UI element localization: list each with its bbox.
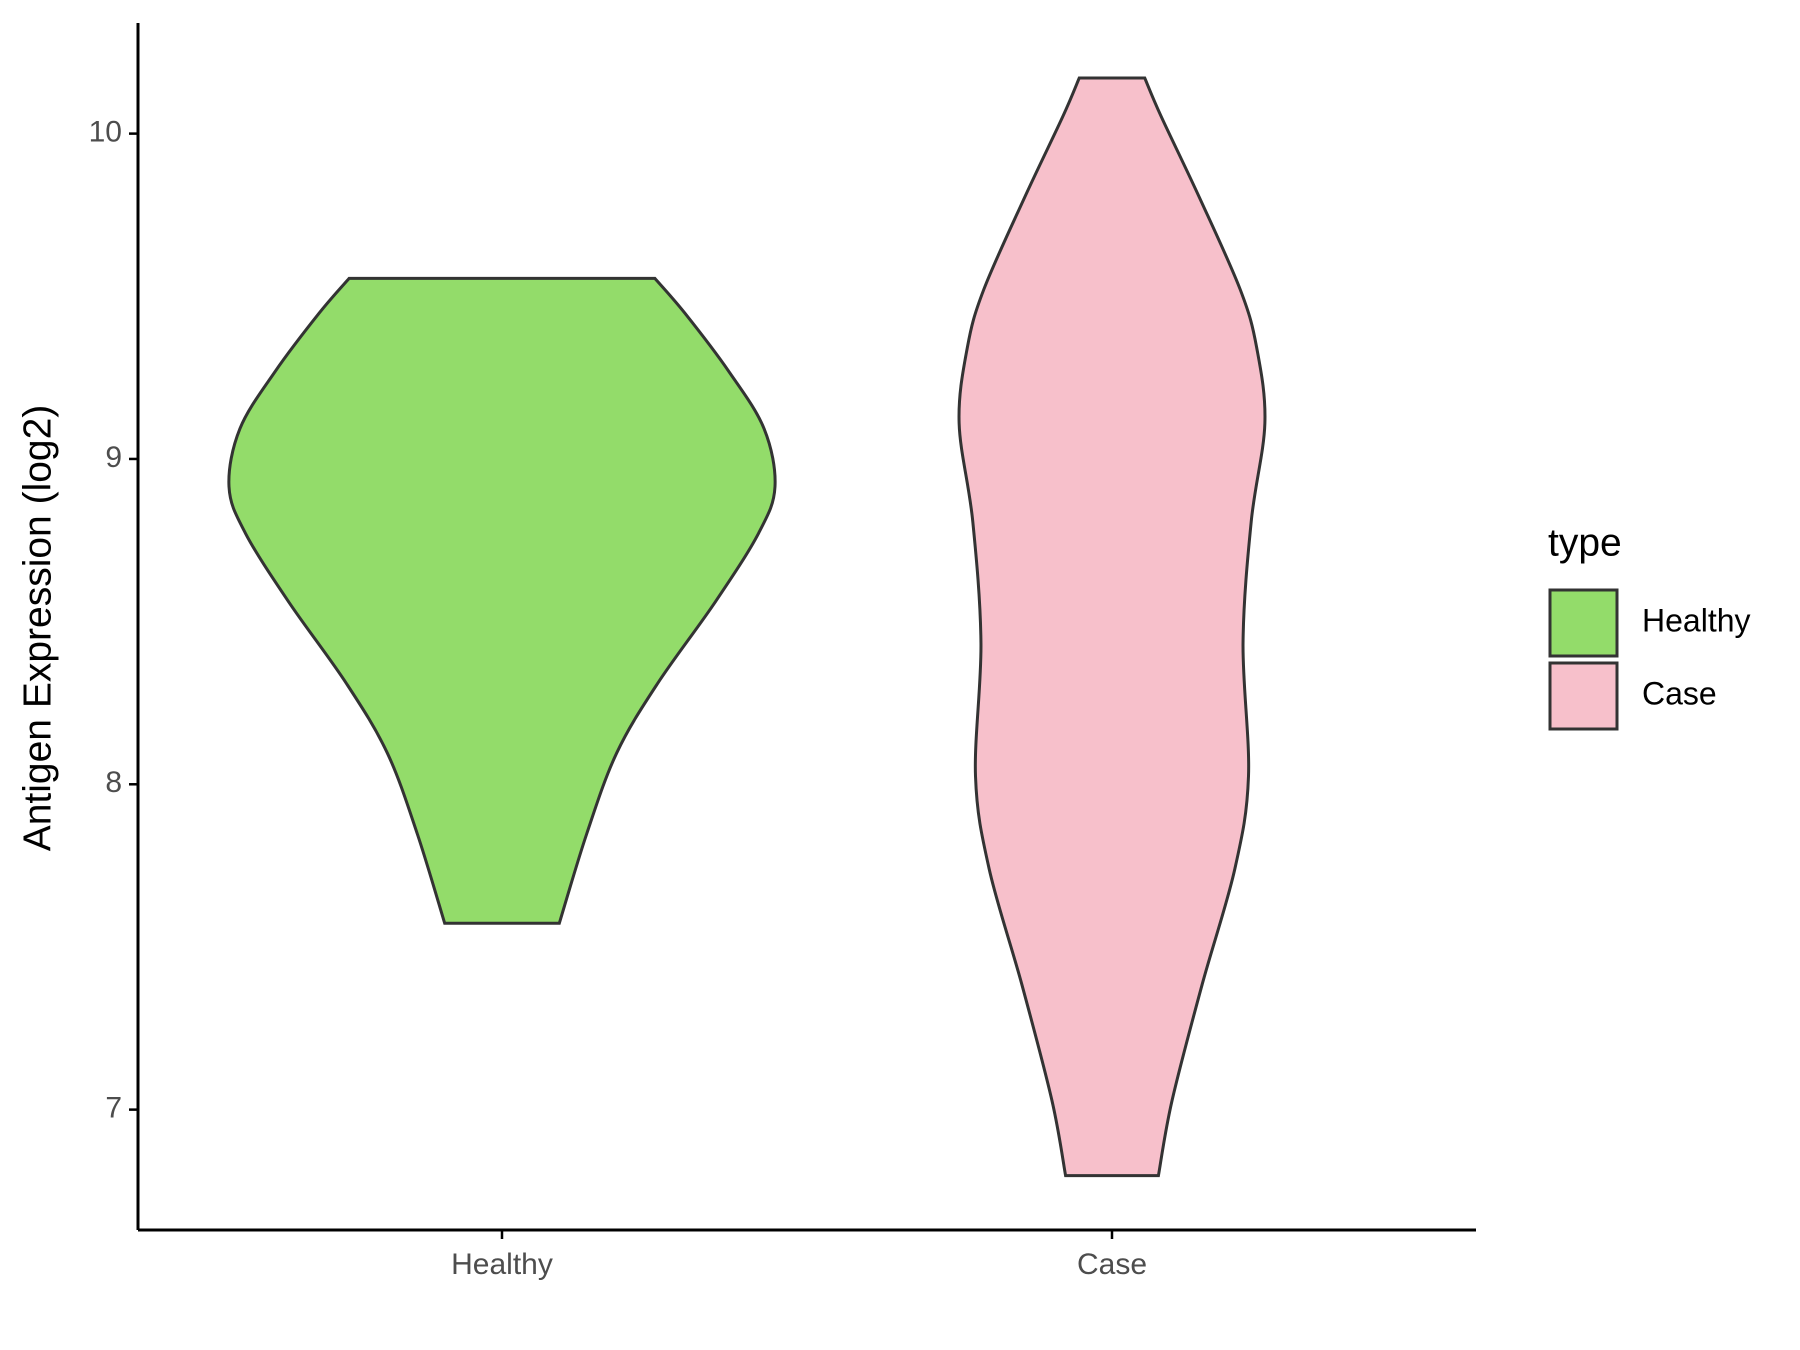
- y-tick-label: 10: [89, 116, 122, 149]
- y-axis-title: Antigen Expression (log2): [16, 405, 59, 852]
- y-tick-label: 7: [105, 1092, 122, 1125]
- y-tick-label: 8: [105, 766, 122, 799]
- y-tick-label: 9: [105, 441, 122, 474]
- x-tick-label: Case: [1077, 1248, 1147, 1281]
- legend-label: Case: [1642, 675, 1717, 711]
- legend-key: [1548, 588, 1619, 658]
- violin: [957, 76, 1267, 1178]
- legend-title: type: [1548, 521, 1622, 564]
- legend-key: [1548, 661, 1619, 731]
- legend-label: Healthy: [1642, 602, 1751, 638]
- x-tick-label: Healthy: [451, 1248, 553, 1281]
- violin: [227, 276, 777, 925]
